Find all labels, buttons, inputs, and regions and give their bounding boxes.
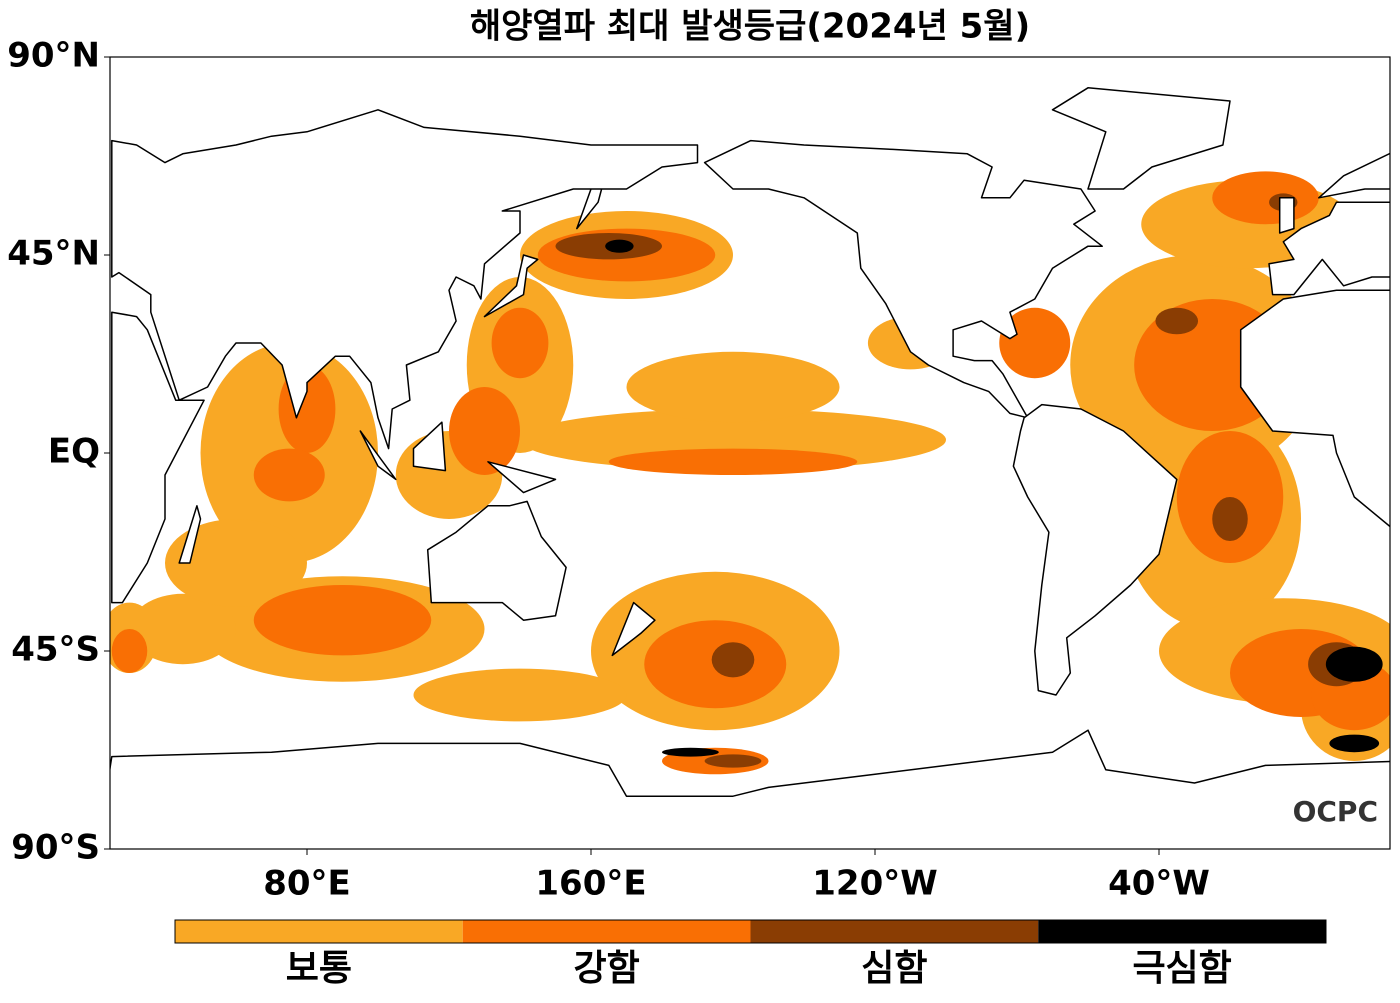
legend-swatch <box>462 920 751 943</box>
x-tick-label: 40°W <box>1108 864 1210 904</box>
land <box>1051 87 1231 190</box>
heat-patch <box>1155 307 1199 335</box>
legend-label: 강함 <box>574 948 640 989</box>
heat-patch <box>1325 646 1383 682</box>
x-tick-label: 160°E <box>535 864 646 904</box>
logo: OCPC <box>1293 795 1378 828</box>
heat-patch <box>449 387 520 475</box>
heat-patch <box>704 754 762 768</box>
legend-swatch <box>1038 920 1326 943</box>
heat-patch <box>129 593 236 665</box>
y-tick-label: 45°N <box>7 234 100 274</box>
heat-patch <box>253 448 325 502</box>
y-tick-label: 45°S <box>11 630 100 670</box>
y-tick-label: 90°N <box>7 36 100 76</box>
heat-patch <box>1212 171 1319 225</box>
land <box>111 311 205 604</box>
heat-patch <box>253 585 432 656</box>
legend-label: 보통 <box>286 948 352 989</box>
y-tick-label: 90°S <box>11 828 100 868</box>
x-tick-label: 120°W <box>812 864 937 904</box>
land <box>1239 289 1390 528</box>
heat-patch <box>605 239 634 253</box>
heat-patch <box>626 351 840 423</box>
land <box>110 729 1390 849</box>
land <box>426 500 567 621</box>
land <box>1318 152 1390 199</box>
land <box>483 254 539 318</box>
land <box>178 505 202 564</box>
land <box>1278 197 1295 234</box>
map-title: 해양열파 최대 발생등급(2024년 5월) <box>470 7 1030 47</box>
land <box>412 421 447 472</box>
heat-patch <box>165 519 307 607</box>
legend-label: 극심함 <box>1132 948 1231 989</box>
land <box>359 430 397 481</box>
legend-swatch <box>750 920 1039 943</box>
heat-layer <box>110 171 1390 775</box>
legend-frame <box>174 919 1327 944</box>
heat-patch <box>662 747 719 757</box>
heat-patch <box>1329 734 1380 753</box>
legend-label: 심함 <box>861 948 927 989</box>
heat-patch <box>711 642 755 678</box>
heat-patch <box>491 307 549 379</box>
land <box>1012 403 1178 696</box>
land <box>487 461 557 494</box>
heat-patch <box>999 307 1071 379</box>
heat-patch <box>1212 497 1248 541</box>
land <box>611 601 656 657</box>
heat-patch <box>608 448 858 475</box>
x-tick-label: 80°E <box>263 864 351 904</box>
heat-patch <box>413 668 627 722</box>
land <box>1268 201 1390 296</box>
y-tick-label: EQ <box>48 432 100 472</box>
heat-patch <box>111 629 148 673</box>
legend-swatch <box>175 920 463 943</box>
land <box>111 109 699 450</box>
land <box>703 139 1103 419</box>
land-layer <box>110 87 1390 849</box>
